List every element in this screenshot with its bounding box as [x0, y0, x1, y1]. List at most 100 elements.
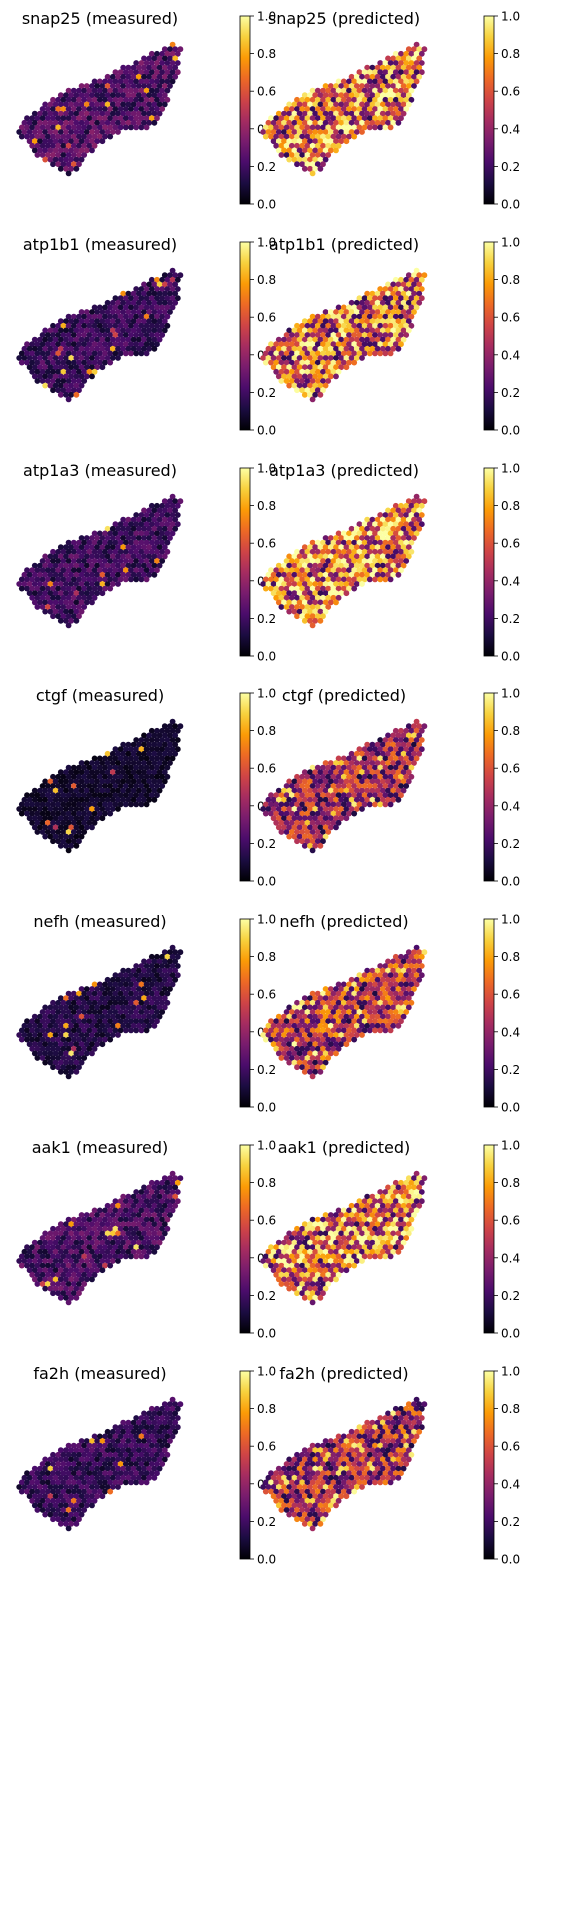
spot-point	[353, 562, 360, 569]
spot-point	[151, 1248, 158, 1255]
spot-point	[294, 1045, 300, 1052]
spot-point	[91, 359, 98, 366]
spot-point	[164, 313, 171, 320]
spot-point	[330, 567, 337, 574]
spot-point	[361, 322, 368, 329]
spot-point	[372, 521, 378, 528]
spot-point	[120, 787, 127, 794]
spot-point	[68, 1050, 75, 1057]
spot-point	[400, 760, 407, 766]
spot-point	[353, 995, 360, 1002]
spot-point	[151, 1221, 158, 1228]
spot-point	[55, 838, 62, 845]
spot-point	[109, 101, 116, 108]
spot-point	[76, 106, 82, 112]
spot-point	[382, 764, 389, 771]
spot-point	[154, 999, 160, 1006]
spot-point	[330, 810, 337, 817]
spot-point	[330, 548, 337, 555]
spot-point	[138, 1018, 145, 1025]
spot-point	[288, 350, 295, 357]
spot-point	[107, 87, 114, 94]
spot-point	[314, 378, 321, 384]
spot-point	[382, 567, 389, 574]
spot-point	[338, 778, 345, 785]
spot-point	[102, 999, 108, 1006]
spot-point	[405, 544, 412, 551]
spot-point	[109, 318, 116, 325]
spot-point	[63, 787, 69, 794]
spot-point	[39, 124, 46, 131]
spot-point	[281, 1041, 287, 1048]
spot-point	[120, 299, 127, 306]
spot-point	[128, 87, 134, 94]
spot-point	[122, 1027, 129, 1034]
spot-point	[322, 815, 329, 822]
spot-point	[99, 364, 106, 371]
spot-point	[115, 1258, 121, 1264]
spot-point	[73, 382, 80, 389]
spot-point	[78, 562, 85, 569]
spot-point	[395, 309, 402, 315]
spot-point	[109, 345, 116, 352]
spot-point	[299, 1018, 306, 1025]
spot-point	[143, 87, 150, 94]
spot-point	[78, 1022, 85, 1029]
spot-point	[125, 64, 132, 71]
spot-point	[169, 276, 176, 283]
spot-point	[366, 792, 373, 799]
spot-point	[288, 558, 295, 564]
spot-point	[317, 544, 324, 551]
spot-point	[335, 341, 342, 348]
spot-point	[317, 806, 324, 812]
spot-point	[122, 1253, 129, 1260]
spot-point	[340, 304, 347, 311]
spot-point	[359, 318, 365, 325]
spot-point	[159, 746, 166, 753]
spot-point	[403, 502, 410, 509]
spot-point	[361, 755, 368, 762]
spot-point	[102, 1036, 108, 1043]
colorbar-tick-label: 0.6	[501, 85, 520, 99]
spot-point	[99, 806, 106, 812]
spot-point	[369, 345, 376, 352]
spot-point	[47, 1059, 54, 1066]
colorbar-tick-label: 0.2	[257, 1063, 276, 1077]
spot-point	[369, 750, 376, 757]
spot-point	[356, 783, 363, 789]
spot-point	[133, 972, 140, 979]
spot-point	[109, 1032, 116, 1038]
spot-point	[65, 322, 72, 329]
spot-point	[141, 327, 147, 334]
spot-point	[294, 368, 300, 375]
spot-point	[156, 544, 163, 551]
spot-point	[262, 801, 269, 808]
spot-point	[78, 138, 85, 145]
spot-point	[94, 318, 101, 325]
spot-point	[52, 571, 59, 578]
spot-point	[161, 995, 168, 1002]
spot-point	[63, 110, 69, 117]
spatial-panel-snap25-predicted: snap25 (predicted)0.00.20.40.60.81.0	[260, 9, 520, 212]
spot-point	[89, 581, 95, 587]
spot-point	[379, 83, 386, 89]
spot-point	[50, 1027, 56, 1034]
spot-point	[395, 73, 402, 80]
spot-point	[167, 498, 173, 505]
spot-point	[73, 581, 80, 587]
spot-point	[161, 986, 168, 992]
spot-point	[39, 819, 46, 826]
spot-point	[317, 581, 324, 587]
spot-point	[403, 764, 410, 771]
spot-point	[387, 60, 394, 66]
spot-point	[63, 1032, 69, 1038]
spot-point	[73, 336, 80, 343]
spot-point	[307, 373, 313, 380]
spot-point	[161, 1221, 168, 1228]
spot-point	[120, 995, 127, 1002]
spot-point	[314, 341, 321, 348]
spot-point	[164, 737, 171, 743]
spot-point	[312, 806, 319, 812]
spot-point	[120, 967, 127, 974]
spot-point	[161, 507, 168, 514]
